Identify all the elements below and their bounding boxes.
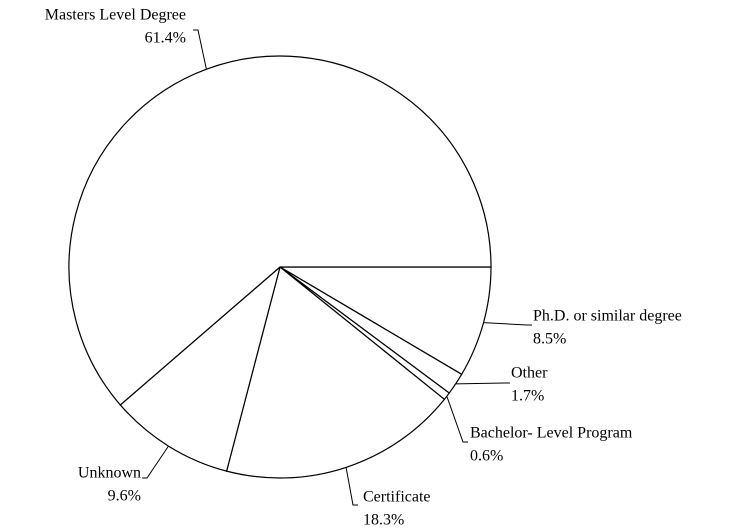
- leader-line: [142, 445, 169, 479]
- leader-line: [483, 322, 532, 326]
- slice-value: 1.7%: [511, 388, 544, 405]
- leader-line: [455, 382, 510, 385]
- slice-value: 0.6%: [470, 448, 503, 465]
- slice-label: Ph.D. or similar degree: [533, 308, 682, 325]
- slice-label: Bachelor- Level Program: [470, 425, 633, 442]
- pie-slice: [68, 55, 492, 406]
- slice-value: 18.3%: [363, 512, 404, 529]
- pie-slice: [119, 265, 282, 472]
- pie-slice: [225, 265, 446, 479]
- leader-line: [446, 396, 468, 443]
- slice-label: Unknown: [78, 465, 141, 482]
- slice-value: 8.5%: [533, 331, 566, 348]
- slice-value: 9.6%: [108, 488, 141, 505]
- slice-label: Masters Level Degree: [45, 7, 186, 24]
- leader-line: [345, 467, 358, 506]
- leader-line: [193, 29, 207, 70]
- slice-label: Certificate: [363, 489, 431, 506]
- slice-label: Other: [511, 365, 548, 382]
- slice-value: 61.4%: [145, 30, 186, 47]
